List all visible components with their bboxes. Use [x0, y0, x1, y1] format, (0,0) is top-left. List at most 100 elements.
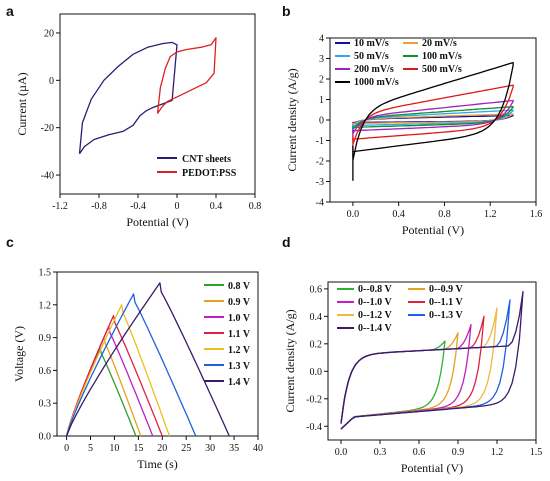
- series-line-1: [156, 37, 217, 114]
- y-tick-label: 0.6: [310, 284, 323, 295]
- y-tick-label: 0.4: [310, 312, 323, 323]
- y-tick-label: 0.0: [39, 432, 52, 443]
- series-line-1: [340, 332, 459, 430]
- series-line-5: [65, 293, 197, 437]
- panel-label: a: [6, 3, 14, 19]
- y-axis-title: Current density (A/g): [285, 68, 299, 171]
- panel-label: b: [282, 3, 291, 19]
- x-axis-title: Potential (V): [401, 461, 463, 475]
- legend-label: 20 mV/s: [422, 38, 457, 49]
- series-line-6: [340, 290, 524, 430]
- panel-label: d: [282, 234, 291, 250]
- x-tick-label: 0.8: [249, 201, 262, 212]
- panel-d: d 0.0 0.3 0.6 0.9 1.2 1.5 -0.4 -0.2 0.0 0.2 0.4 0.6 P…: [282, 234, 542, 475]
- x-tick-label: 1.6: [530, 209, 543, 220]
- y-tick-label: 1.5: [39, 268, 52, 279]
- x-tick-label: 0.0: [347, 209, 360, 220]
- series-group: [65, 282, 230, 437]
- legend-label: 1000 mV/s: [354, 77, 399, 88]
- x-tick-label: 0.6: [413, 447, 426, 458]
- legend-label: 50 mV/s: [354, 51, 389, 62]
- legend-label: CNT sheets: [182, 154, 231, 165]
- y-tick-label: 0.3: [39, 399, 52, 410]
- y-tick-label: -20: [41, 123, 54, 134]
- legend-label: 0--1.2 V: [358, 310, 392, 321]
- series-line-4: [352, 99, 514, 142]
- y-tick-label: 2: [319, 75, 324, 86]
- y-tick-label: 3: [319, 54, 324, 65]
- y-tick-label: -2: [316, 157, 324, 168]
- legend-label: 0--1.3 V: [429, 310, 463, 321]
- y-tick-label: 0: [49, 76, 54, 87]
- y-tick-label: -3: [316, 177, 324, 188]
- y-tick-label: -0.4: [306, 422, 322, 433]
- y-axis-title: Current density (A/g): [283, 309, 297, 412]
- series-line-0: [65, 347, 137, 437]
- plot-frame: [59, 13, 256, 195]
- panel-b: b 0.0 0.4 0.8 1.2 1.6 -4 -3 -2 -1 0 1 2 3 4 Potential (…: [282, 3, 542, 237]
- x-tick-label: 35: [229, 443, 239, 454]
- y-tick-label: 0.0: [310, 367, 323, 378]
- x-tick-label: 1.2: [484, 209, 497, 220]
- legend-label: 500 mV/s: [422, 64, 462, 75]
- series-group: [78, 37, 217, 155]
- x-axis-title: Potential (V): [402, 223, 464, 237]
- x-tick-label: 1.5: [530, 447, 543, 458]
- y-tick-label: 1.2: [39, 300, 52, 311]
- x-tick-label: 1.2: [491, 447, 504, 458]
- x-tick-label: 0.4: [392, 209, 405, 220]
- series-line-0: [78, 41, 178, 155]
- y-tick-label: 0.2: [310, 339, 323, 350]
- legend-label: 1.2 V: [228, 345, 251, 356]
- legend-label: 0.8 V: [228, 281, 251, 292]
- x-tick-label: 0: [175, 201, 180, 212]
- series-group: [352, 61, 514, 181]
- y-tick-label: 0.9: [39, 333, 52, 344]
- legend-label: 0--0.9 V: [429, 284, 463, 295]
- plot-frame: [327, 281, 537, 441]
- series-line-4: [65, 304, 171, 437]
- y-tick-label: -40: [41, 171, 54, 182]
- panel-label: c: [6, 234, 14, 250]
- legend-label: 1.1 V: [228, 329, 251, 340]
- y-tick-label: 20: [44, 28, 54, 39]
- legend-label: 1.0 V: [228, 313, 251, 324]
- legend-label: 0--1.4 V: [358, 323, 392, 334]
- legend-label: 100 mV/s: [422, 51, 462, 62]
- legend-label: 10 mV/s: [354, 38, 389, 49]
- series-line-6: [352, 61, 514, 181]
- series-group: [340, 290, 524, 430]
- series-line-1: [352, 113, 514, 128]
- legend-label: 0--1.1 V: [429, 297, 463, 308]
- plot-frame: [56, 271, 259, 437]
- legend-label: 200 mV/s: [354, 64, 394, 75]
- series-line-6: [65, 282, 230, 437]
- x-tick-label: 0.0: [335, 447, 348, 458]
- x-tick-label: 0.8: [438, 209, 451, 220]
- y-tick-label: -1: [316, 136, 324, 147]
- y-tick-label: -0.2: [306, 394, 322, 405]
- x-tick-label: -1.2: [52, 201, 68, 212]
- y-tick-label: 0: [319, 116, 324, 127]
- x-tick-label: -0.8: [91, 201, 107, 212]
- legend-label: 1.4 V: [228, 377, 251, 388]
- series-line-0: [352, 114, 514, 126]
- legend-label: 0--0.8 V: [358, 284, 392, 295]
- x-tick-label: 25: [181, 443, 191, 454]
- y-tick-label: 1: [319, 95, 324, 106]
- series-line-2: [352, 109, 514, 131]
- x-tick-label: -0.4: [130, 201, 146, 212]
- plot-frame: [329, 37, 537, 203]
- x-tick-label: 0.9: [452, 447, 465, 458]
- y-axis-title: Voltage (V): [12, 326, 26, 382]
- legend-label: 1.3 V: [228, 361, 251, 372]
- x-axis-title: Potential (V): [126, 215, 188, 229]
- y-tick-label: 0.6: [39, 366, 52, 377]
- x-tick-label: 0.4: [210, 201, 223, 212]
- panel-c: c 0 5 10 15 20 25 30 35 40 0.0 0.3 0.6 0.9 1.2 1.5 Time …: [6, 234, 263, 471]
- x-tick-label: 40: [253, 443, 263, 454]
- x-tick-label: 10: [109, 443, 119, 454]
- y-tick-label: -4: [316, 198, 324, 209]
- x-tick-label: 15: [133, 443, 143, 454]
